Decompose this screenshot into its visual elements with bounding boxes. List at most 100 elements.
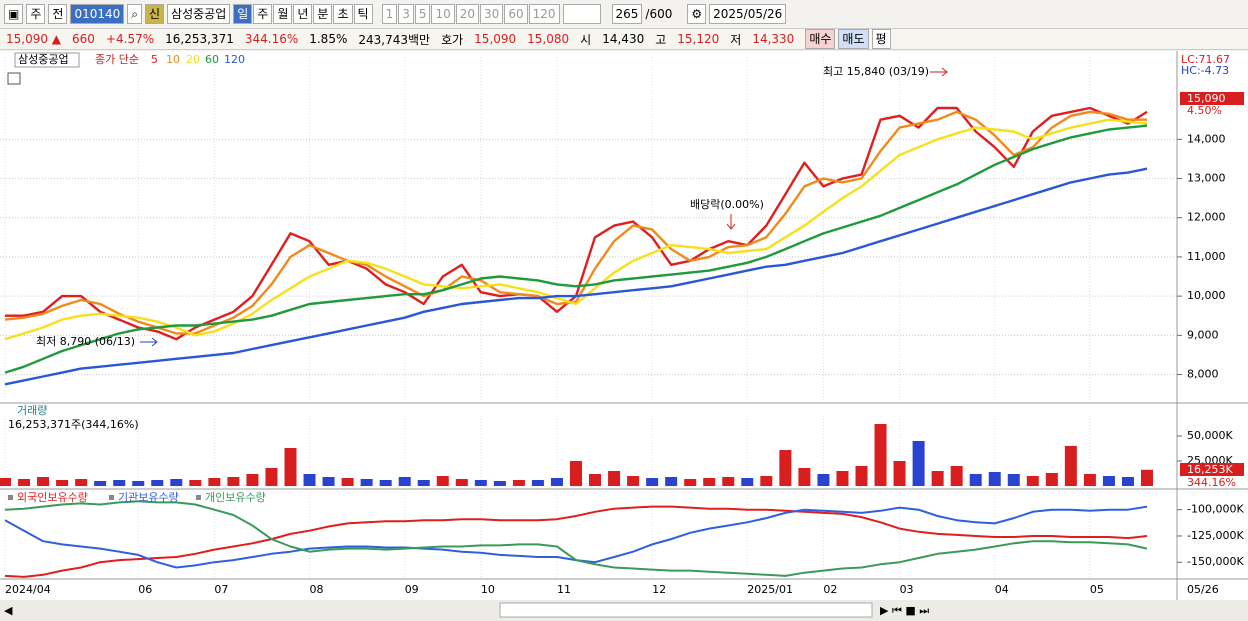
search-button[interactable]: ⌕ [127, 4, 142, 24]
legend-marker [109, 495, 114, 500]
y-tick-label: 12,000 [1187, 211, 1226, 224]
quote-bar: 15,090 ▲ 660 +4.57% 16,253,371 344.16% 1… [0, 28, 1248, 50]
x-tick-label: 08 [310, 583, 324, 596]
code-input[interactable]: 010140 [70, 4, 125, 24]
legend-entry: 개인보유수량 [205, 491, 266, 504]
unit-button[interactable]: 10 [431, 4, 455, 24]
date-input[interactable]: 2025/05/26 [709, 4, 787, 24]
interval-button[interactable]: 월 [273, 4, 293, 24]
volume-box [1180, 463, 1244, 476]
volume-bar [969, 474, 982, 486]
legend-entry: 10 [166, 53, 180, 66]
ask-label: 호가 [441, 32, 464, 47]
x-tick-label: 03 [900, 583, 914, 596]
y-tick-label: -100,000K [1187, 503, 1244, 516]
buy-button[interactable]: 매수 [805, 29, 836, 49]
unit-select[interactable] [562, 4, 601, 24]
series-line [4, 118, 1148, 341]
interval-button[interactable]: 초 [333, 4, 353, 24]
volume-bar [589, 474, 602, 486]
y-tick-label: 14,000 [1187, 132, 1226, 145]
volume: 16,253,371 [165, 32, 234, 46]
volume-bar [512, 480, 525, 486]
interval-button[interactable]: 분 [313, 4, 333, 24]
cursor-date: 05/26 [1187, 583, 1219, 596]
unit-button[interactable]: 5 [414, 4, 431, 24]
volume-bar [531, 480, 544, 486]
scroll-controls[interactable]: ▶ ⏮ ■ ⏭ [880, 604, 929, 617]
scroll-thumb[interactable] [499, 602, 873, 618]
volume-bar [722, 477, 735, 486]
x-tick-label: 06 [138, 583, 152, 596]
volume-bar [627, 476, 640, 486]
volume-bar [151, 480, 164, 486]
bid: 15,080 [527, 32, 570, 46]
volume-bar [988, 472, 1001, 486]
market-select[interactable]: 주 [26, 4, 46, 24]
stock-name: 삼성중공업 [167, 4, 231, 24]
volume-bar [113, 480, 126, 486]
volume-bar [303, 474, 316, 486]
low-label: 저 [730, 32, 742, 47]
sell-button[interactable]: 매도 [838, 29, 869, 49]
interval-button[interactable]: 주 [253, 4, 273, 24]
volume-bar [208, 478, 221, 486]
volume-bar [360, 479, 373, 486]
x-tick-label: 2025/01 [747, 583, 793, 596]
volume-bar [170, 479, 183, 486]
volume-bar [322, 477, 335, 486]
volume-bar [75, 479, 88, 486]
high-label: 고 [655, 32, 667, 47]
table-icon[interactable] [7, 72, 21, 85]
volume-bar [1064, 446, 1077, 486]
legend-title: 삼성중공업 [18, 53, 69, 66]
unit-button[interactable]: 1 [381, 4, 398, 24]
amount: 243,743백만 [358, 32, 431, 47]
volume-bar [817, 474, 830, 486]
volume-bar [1045, 473, 1058, 486]
avg-button[interactable]: 평 [871, 29, 891, 49]
interval-button[interactable]: 년 [293, 4, 313, 24]
legend-entry: 20 [186, 53, 200, 66]
series-line [4, 124, 1148, 374]
volume-bar [608, 471, 621, 486]
legend-prefix: 종가 단순 [95, 53, 139, 66]
unit-button[interactable]: 30 [480, 4, 504, 24]
open-label: 시 [580, 32, 592, 47]
volume-bar [398, 477, 411, 486]
last-volume-ratio: 344.16% [1187, 476, 1236, 489]
price-box [1180, 92, 1244, 105]
annotation: 최고 15,840 (03/19) [823, 65, 929, 78]
panel-subtitle: 16,253,371주(344,16%) [8, 418, 139, 431]
volume-bar [550, 478, 563, 486]
interval-button[interactable]: 일 [233, 4, 253, 24]
menu-icon[interactable]: ▣ [4, 4, 24, 24]
volume-bar [246, 474, 259, 486]
count-input[interactable]: 265 [611, 4, 643, 24]
scroll-left[interactable]: ◀ [4, 604, 13, 617]
volume-bar [455, 479, 468, 486]
annotation: 최저 8,790 (06/13) [36, 335, 135, 348]
volume-bar [1141, 469, 1153, 486]
tools[interactable]: ⚙ [687, 4, 707, 24]
indicator: HC:-4.73 [1181, 64, 1229, 77]
unit-button[interactable]: 120 [528, 4, 560, 24]
volume-bar [189, 480, 202, 486]
unit-button[interactable]: 60 [504, 4, 528, 24]
open: 14,430 [602, 32, 645, 46]
unit-button[interactable]: 20 [455, 4, 480, 24]
interval-button[interactable]: 틱 [353, 4, 373, 24]
indicator: LC:71.67 [1181, 53, 1230, 66]
volume-bar [56, 480, 69, 486]
volume-bar [474, 480, 487, 486]
volume-bar [0, 478, 11, 486]
volume-bar [265, 468, 278, 486]
mode-select[interactable]: 전 [48, 4, 68, 24]
x-tick-label: 12 [652, 583, 666, 596]
volume-bar [741, 478, 754, 486]
unit-button[interactable]: 3 [398, 4, 414, 24]
